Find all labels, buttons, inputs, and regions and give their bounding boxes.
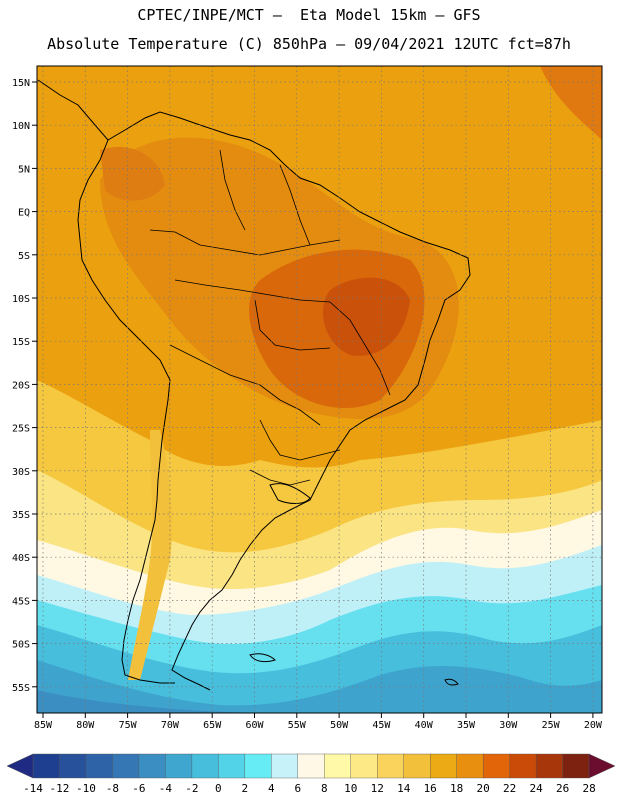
lat-label: EQ (18, 208, 30, 219)
lon-label: 40W (415, 720, 434, 731)
colorbar-label: 4 (268, 782, 275, 795)
colorbar-label: -10 (76, 782, 96, 795)
colorbar-swatch (324, 753, 352, 779)
colorbar-label: -4 (159, 782, 173, 795)
colorbar-swatch (32, 753, 60, 779)
colorbar-swatch (377, 753, 405, 779)
colorbar-label: -12 (50, 782, 70, 795)
colorbar-label: 16 (424, 782, 437, 795)
colorbar-swatch (218, 753, 246, 779)
lon-label: 35W (457, 720, 476, 731)
lon-label: 25W (542, 720, 561, 731)
colorbar-label: 24 (529, 782, 543, 795)
lat-label: 35S (12, 510, 30, 521)
lat-label: 20S (12, 380, 30, 391)
map-frame (36, 65, 603, 714)
colorbar-label: 18 (450, 782, 463, 795)
colorbar-label: 26 (556, 782, 569, 795)
lat-label: 5S (18, 251, 30, 262)
lon-label: 55W (288, 720, 307, 731)
lon-label: 80W (76, 720, 95, 731)
lon-label: 60W (245, 720, 264, 731)
lon-label: 20W (584, 720, 603, 731)
chart-title: CPTEC/INPE/MCT – Eta Model 15km – GFS (137, 6, 481, 24)
colorbar-swatch (430, 753, 458, 779)
colorbar-svg: -14 -12 -10 -8 -6 -4 -2 0 2 4 6 8 10 12 14 16 18 20 22 24 26… (6, 753, 616, 795)
latitude-labels: 15N 10N 5N EQ 5S 10S 15S 20S 25S 30S 35S 40S 45S 50S 5… (12, 78, 37, 694)
colorbar-swatch (112, 753, 140, 779)
lat-label: 10S (12, 294, 30, 305)
colorbar-swatch (562, 753, 590, 779)
lat-label: 15N (12, 78, 30, 89)
lon-label: 30W (499, 720, 518, 731)
colorbar-label: 20 (477, 782, 490, 795)
colorbar-label: -8 (106, 782, 119, 795)
lat-label: 5N (18, 164, 30, 175)
lon-label: 50W (330, 720, 349, 731)
colorbar-swatch (165, 753, 193, 779)
lon-label: 65W (203, 720, 222, 731)
colorbar-swatch (482, 753, 511, 779)
colorbar-swatch (271, 753, 299, 779)
lat-label: 40S (12, 553, 30, 564)
colorbar-swatch (138, 753, 166, 779)
colorbar-high-arrow (588, 753, 616, 779)
colorbar-low-arrow (6, 753, 34, 779)
colorbar-label: 8 (321, 782, 328, 795)
colorbar-label: -6 (132, 782, 145, 795)
colorbar-swatch (509, 753, 537, 779)
lon-label: 85W (34, 720, 53, 731)
colorbar-swatch (350, 753, 378, 779)
temperature-field (37, 66, 602, 713)
colorbar-swatch (535, 753, 564, 779)
colorbar-swatch (297, 753, 325, 779)
lat-label: 45S (12, 596, 30, 607)
colorbar-swatch (244, 753, 272, 779)
colorbar-label: 6 (294, 782, 301, 795)
colorbar-label: 12 (371, 782, 384, 795)
lon-label: 45W (372, 720, 391, 731)
colorbar-swatch (191, 753, 219, 779)
lat-label: 10N (12, 121, 30, 132)
map-borders (149, 149, 391, 486)
colorbar-swatch (59, 753, 87, 779)
chart-subtitle: Absolute Temperature (C) 850hPa – 09/04/… (47, 35, 571, 53)
colorbar-label: 2 (242, 782, 249, 795)
lat-label: 25S (12, 424, 30, 435)
colorbar-label: 22 (503, 782, 516, 795)
colorbar-label: 10 (344, 782, 357, 795)
colorbar-swatch (403, 753, 431, 779)
colorbar-swatch (85, 753, 113, 779)
colorbar-label: -2 (185, 782, 198, 795)
lat-label: 15S (12, 337, 30, 348)
colorbar: -14 -12 -10 -8 -6 -4 -2 0 2 4 6 8 10 12 14 16 18 20 22 24 26… (0, 748, 618, 800)
longitude-labels: 85W 80W 75W 70W 65W 60W 55W 50W 45W 40W 35W 30W 25W 2… (34, 713, 603, 731)
colorbar-label: -14 (23, 782, 43, 795)
lat-label: 50S (12, 640, 30, 651)
colorbar-label: 28 (582, 782, 595, 795)
lat-label: 30S (12, 467, 30, 478)
colorbar-label: 14 (397, 782, 411, 795)
lat-label: 55S (12, 683, 30, 694)
colorbar-label: 0 (215, 782, 222, 795)
lon-label: 75W (119, 720, 138, 731)
lon-label: 70W (161, 720, 180, 731)
map-coastlines (37, 79, 471, 691)
colorbar-swatch (456, 753, 484, 779)
